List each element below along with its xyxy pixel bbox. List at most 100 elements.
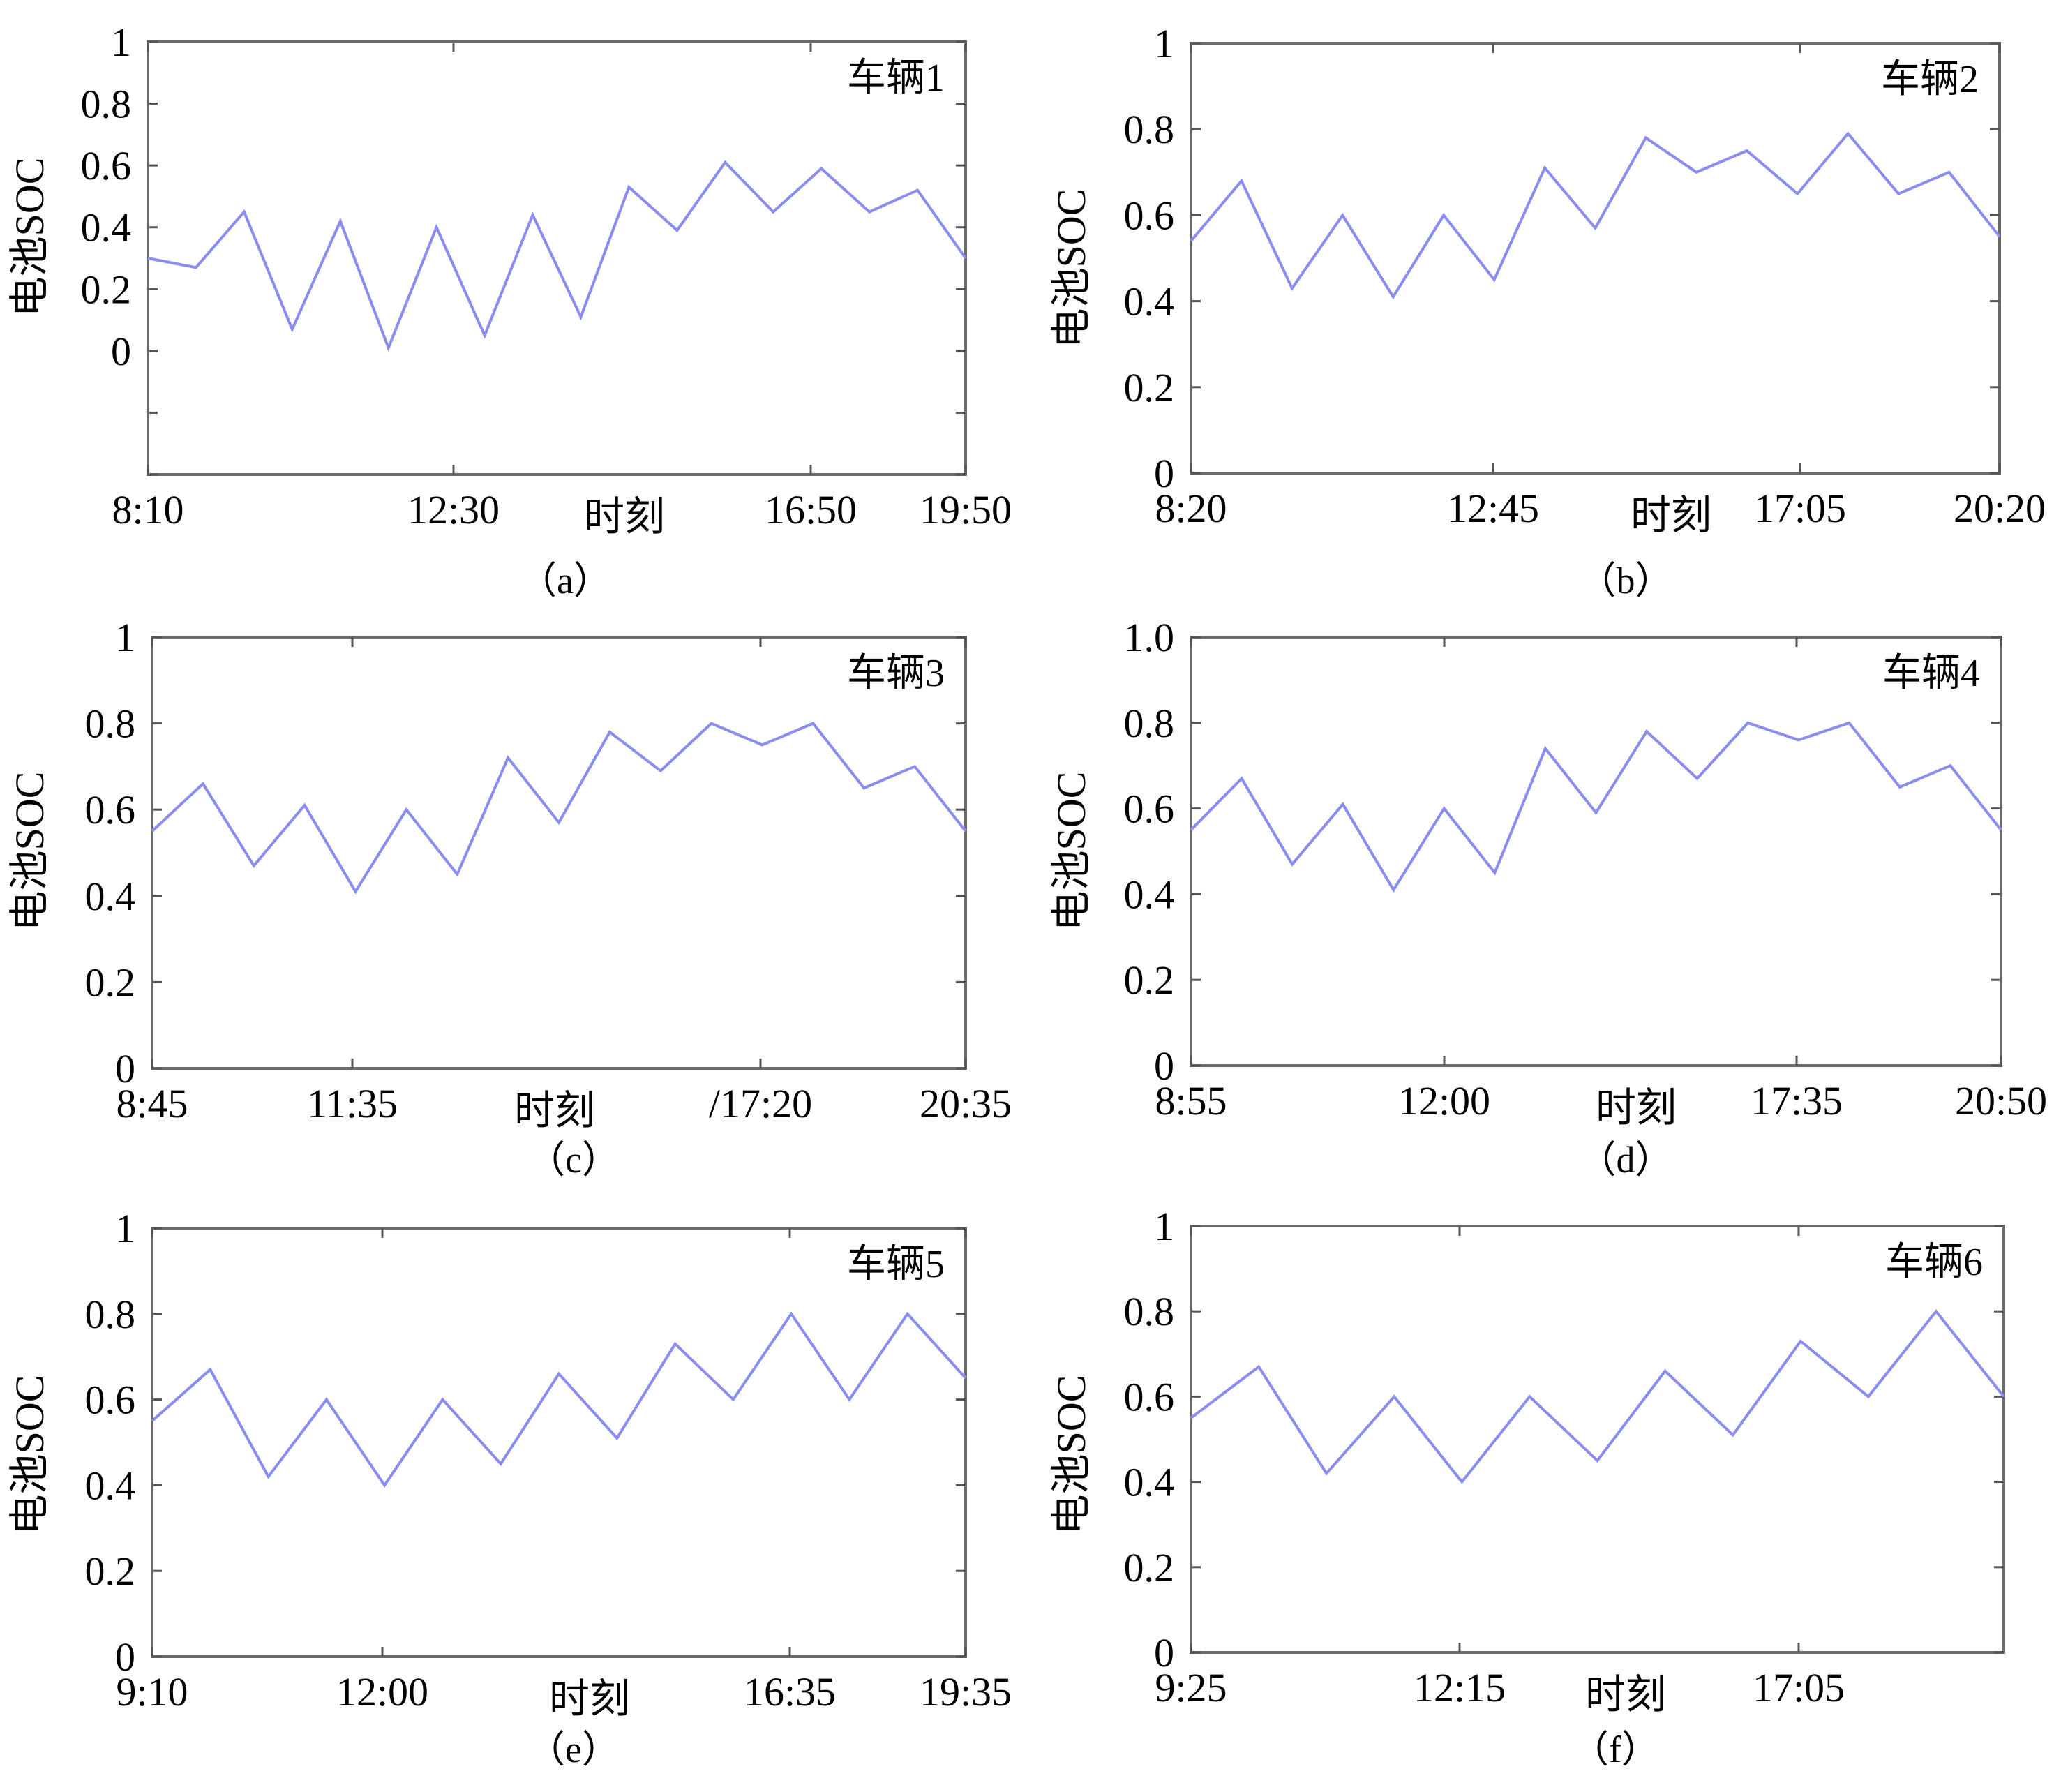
y-tick-label: 1: [111, 20, 131, 65]
x-axis-label: 时刻: [549, 1676, 630, 1722]
x-tick-label: 9:10: [116, 1669, 188, 1715]
series-line: [1190, 1308, 2005, 1484]
series-line: [147, 160, 967, 352]
panel-caption: （f）: [1571, 1728, 1659, 1770]
x-tick-label: /17:20: [709, 1081, 812, 1126]
y-axis-label: 电池SOC: [1049, 189, 1094, 349]
panel-caption: （e）: [527, 1728, 620, 1770]
plot-frame: [147, 40, 967, 476]
y-tick-label: 0.4: [85, 1463, 136, 1508]
x-tick-label: 20:20: [1954, 486, 2046, 531]
y-axis-label: 电池SOC: [7, 1375, 52, 1535]
y-tick-label: 0.8: [1124, 107, 1175, 152]
plot-frame: [1190, 42, 2001, 475]
panel-title: 车辆3: [847, 652, 945, 695]
y-tick-label: 0.6: [85, 787, 136, 832]
series-line: [1190, 131, 2001, 300]
x-tick-label: 8:45: [116, 1081, 188, 1126]
y-tick-label: 0.2: [85, 960, 136, 1005]
panel-title: 车辆4: [1882, 652, 1980, 695]
y-axis-label: 电池SOC: [1049, 1375, 1094, 1535]
y-tick-label: 0.2: [1124, 957, 1175, 1003]
panel-c: 0 0.2 0.4 0.6 0.8 1 8:45 11:35/17:20 20:35 时刻 电池SO…: [7, 615, 1012, 1181]
plot-frame: [1190, 636, 2002, 1067]
y-tick-label: 0.6: [1124, 786, 1175, 832]
panel-caption: （b）: [1579, 560, 1673, 602]
x-tick-label: 12:00: [1398, 1078, 1490, 1123]
y-tick-label: 0.2: [85, 1548, 136, 1594]
panel-f: 0 0.2 0.4 0.6 0.8 1 9:25 12:15 17:05 时刻 电池SOC 车辆6 （f…: [1049, 1204, 2005, 1770]
y-tick-label: 0: [1154, 451, 1174, 496]
panel-caption: （c）: [527, 1139, 620, 1181]
y-tick-label: 1: [1154, 21, 1174, 66]
y-axis-label: 电池SOC: [7, 772, 52, 932]
x-tick-label: 8:10: [112, 487, 183, 532]
panel-title: 车辆6: [1885, 1241, 1983, 1284]
y-tick-label: 0.6: [1124, 193, 1175, 238]
y-tick-label: 0: [1154, 1630, 1174, 1675]
y-tick-label: 0: [115, 1634, 135, 1680]
y-tick-label: 0.6: [85, 1377, 136, 1423]
y-tick-label: 0: [115, 1046, 135, 1091]
y-tick-label: 0.8: [85, 701, 136, 747]
y-tick-label: 1: [115, 1206, 135, 1251]
x-tick-label: 17:05: [1753, 1665, 1845, 1710]
y-tick-label: 1: [115, 615, 135, 660]
y-tick-label: 1.0: [1124, 615, 1175, 660]
x-tick-label: 20:50: [1955, 1078, 2047, 1123]
panel-a: 0 0.2 0.4 0.6 0.8 1 8:10 12:30 16:50 19:50 时刻 电池SOC…: [7, 20, 1012, 602]
x-tick-label: 20:35: [920, 1081, 1012, 1126]
panel-title: 车辆5: [847, 1243, 945, 1286]
x-axis-label: 时刻: [1631, 493, 1711, 538]
y-tick-label: 0.2: [1124, 365, 1175, 410]
panel-e: 0 0.2 0.4 0.6 0.8 1 9:10 12:00 16:35 19:35 时刻 电池SOC…: [7, 1206, 1012, 1770]
y-tick-label: 0.8: [1124, 1289, 1175, 1334]
y-tick-label: 0: [111, 329, 131, 374]
y-tick-label: 0.2: [1124, 1545, 1175, 1590]
x-tick-label: 16:35: [744, 1669, 836, 1715]
y-tick-label: 0.8: [1124, 701, 1175, 746]
y-tick-label: 0.2: [81, 267, 132, 312]
y-tick-label: 0.6: [81, 143, 132, 188]
panel-caption: （a）: [519, 560, 611, 602]
series-line: [151, 722, 967, 895]
y-tick-label: 0.4: [81, 205, 132, 251]
x-tick-label: 19:50: [920, 487, 1012, 532]
y-tick-label: 1: [1154, 1204, 1174, 1249]
x-axis-label: 时刻: [584, 494, 665, 539]
x-tick-label: 12:15: [1414, 1665, 1506, 1710]
y-tick-label: 0.4: [1124, 872, 1175, 917]
y-tick-label: 0.8: [85, 1292, 136, 1337]
x-tick-label: 17:05: [1754, 486, 1846, 531]
plot-frame: [151, 1227, 967, 1658]
panel-caption: （d）: [1579, 1139, 1673, 1181]
series-line: [1190, 721, 2002, 893]
x-tick-label: 8:20: [1155, 486, 1227, 531]
y-tick-label: 0.4: [1124, 1460, 1175, 1505]
x-axis-label: 时刻: [1585, 1672, 1666, 1717]
x-tick-label: 12:45: [1447, 486, 1539, 531]
x-tick-label: 8:55: [1155, 1078, 1227, 1123]
y-axis-label: 电池SOC: [7, 158, 52, 318]
series-line: [151, 1311, 967, 1488]
panel-title: 车辆1: [847, 57, 945, 100]
panel-title: 车辆2: [1881, 58, 1979, 101]
x-tick-label: 11:35: [307, 1081, 398, 1126]
x-tick-label: 12:30: [407, 487, 500, 532]
y-tick-label: 0.6: [1124, 1374, 1175, 1419]
y-tick-label: 0.4: [85, 874, 136, 919]
plot-frame: [151, 636, 967, 1070]
y-tick-label: 0: [1154, 1043, 1174, 1089]
y-tick-label: 0.4: [1124, 279, 1175, 324]
panel-d: 0 0.2 0.4 0.6 0.8 1.0 8:55 12:00 17:35 20:50 时刻 电池S…: [1049, 615, 2047, 1181]
x-axis-label: 时刻: [514, 1088, 595, 1133]
panel-b: 0 0.2 0.4 0.6 0.8 1 8:20 12:45 17:05 20:20 时刻 电池SOC…: [1049, 21, 2046, 602]
x-tick-label: 9:25: [1155, 1665, 1227, 1710]
x-tick-label: 12:00: [336, 1669, 428, 1715]
x-axis-label: 时刻: [1596, 1085, 1677, 1130]
x-tick-label: 19:35: [920, 1669, 1012, 1715]
x-tick-label: 17:35: [1751, 1078, 1843, 1123]
y-axis-label: 电池SOC: [1049, 772, 1094, 932]
plot-frame: [1190, 1225, 2005, 1654]
